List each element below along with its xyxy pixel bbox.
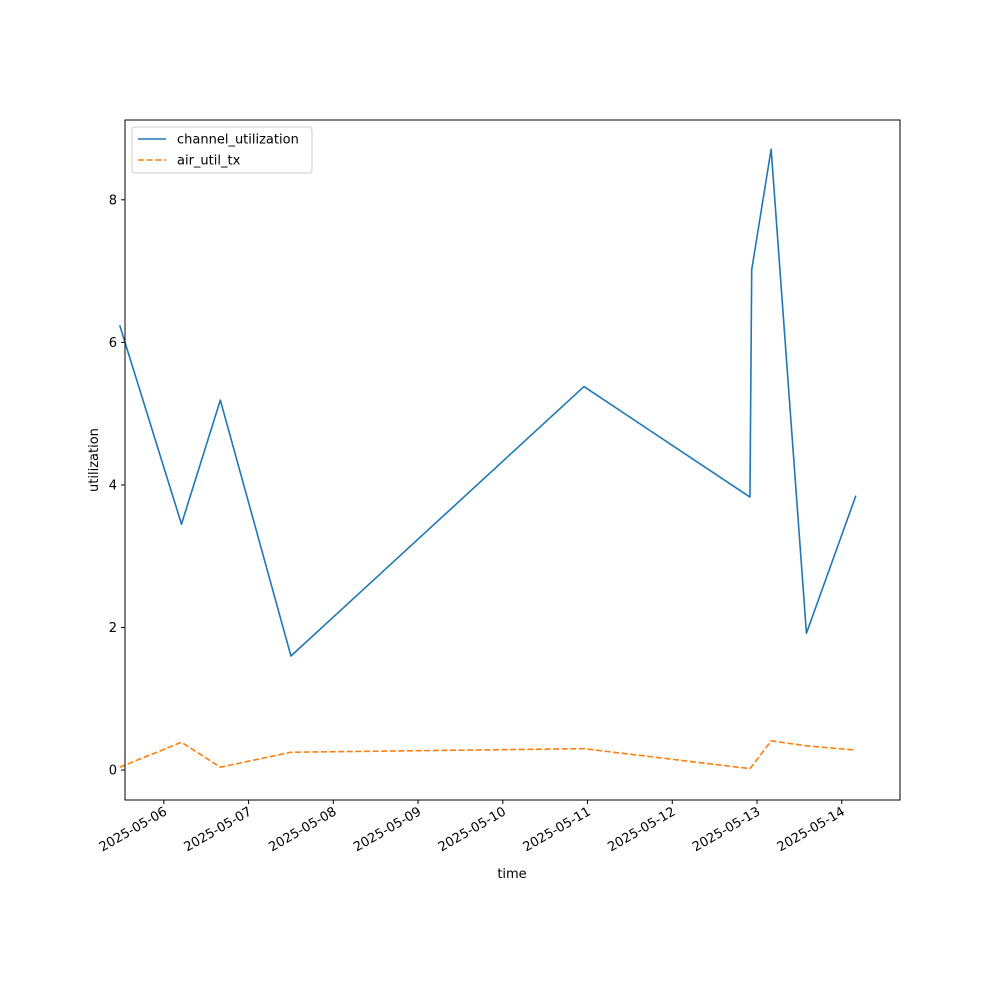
legend: channel_utilization air_util_tx xyxy=(131,126,313,174)
series-line-channel-utilization xyxy=(118,148,857,657)
y-tick-label: 0 xyxy=(109,764,117,779)
x-tick-label: 2025-05-08 xyxy=(266,804,339,855)
series-line-air-util-tx xyxy=(119,740,856,770)
x-tick-label: 2025-05-13 xyxy=(690,804,763,855)
x-axis-label: time xyxy=(497,867,526,882)
y-tick-label: 6 xyxy=(109,336,117,351)
x-tick-label: 2025-05-09 xyxy=(351,804,424,855)
y-tick-label: 4 xyxy=(109,478,117,493)
y-axis: 0 2 4 6 8 xyxy=(109,193,125,779)
x-axis: 2025-05-06 2025-05-07 2025-05-08 2025-05-09… xyxy=(97,800,848,855)
y-tick-label: 8 xyxy=(109,193,117,208)
series-layer xyxy=(118,148,857,770)
x-tick-label: 2025-05-06 xyxy=(97,804,170,855)
legend-label: channel_utilization xyxy=(177,133,299,148)
y-tick-label: 2 xyxy=(109,621,117,636)
x-tick-label: 2025-05-12 xyxy=(605,804,678,855)
x-tick-label: 2025-05-14 xyxy=(775,804,848,855)
x-tick-label: 2025-05-11 xyxy=(521,804,594,855)
legend-label: air_util_tx xyxy=(177,154,241,169)
legend-box xyxy=(131,126,313,174)
plot-frame xyxy=(124,119,901,801)
y-axis-label: utilization xyxy=(87,428,102,492)
x-tick-label: 2025-05-07 xyxy=(182,804,255,855)
x-tick-label: 2025-05-10 xyxy=(436,804,509,855)
